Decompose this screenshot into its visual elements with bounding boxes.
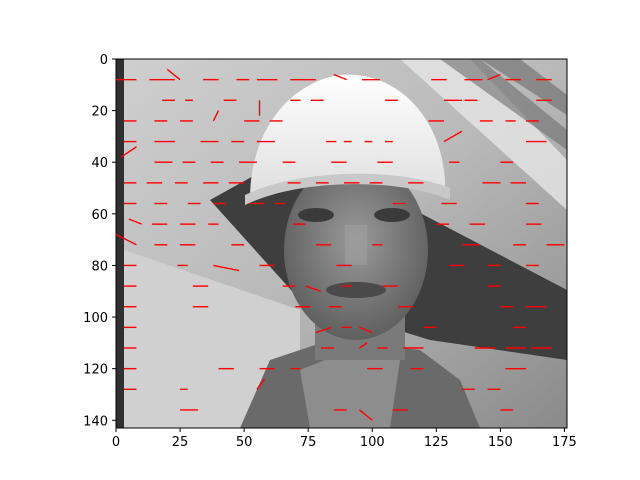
x-tick-label: 100 — [360, 435, 385, 450]
orientation-segment — [128, 218, 142, 225]
orientation-segment — [305, 285, 322, 292]
x-tick-label: 25 — [172, 435, 189, 450]
orientation-segment — [333, 73, 347, 81]
y-tick-label: 140 — [83, 414, 108, 429]
orientation-segment — [443, 130, 463, 143]
orientation-segment — [315, 326, 332, 334]
orientation-segment — [116, 233, 137, 246]
orientation-segments — [116, 68, 565, 421]
orientation-segment — [359, 342, 368, 349]
grayscale-photo — [116, 59, 567, 428]
x-tick-label: 175 — [552, 435, 577, 450]
x-axis: 0 25 50 75 100 125 150 175 — [112, 428, 577, 450]
orientation-segment — [212, 110, 220, 122]
x-tick-label: 75 — [300, 435, 317, 450]
orientation-segment — [358, 409, 373, 421]
x-tick-label: 0 — [112, 435, 120, 450]
x-tick-label: 50 — [236, 435, 253, 450]
y-tick-label: 80 — [91, 259, 108, 274]
axes-frame — [115, 58, 568, 429]
orientation-segment — [256, 378, 266, 390]
y-axis: 0 20 40 60 80 100 120 140 — [83, 53, 116, 429]
y-tick-label: 0 — [100, 53, 108, 68]
y-tick-label: 100 — [83, 311, 108, 326]
orientation-segment — [166, 68, 181, 81]
orientation-segment — [213, 264, 240, 272]
orientation-segment — [359, 326, 373, 334]
y-tick-label: 60 — [91, 208, 108, 223]
y-tick-label: 120 — [83, 363, 108, 378]
y-tick-label: 40 — [91, 156, 108, 171]
orientation-segment — [487, 73, 501, 81]
x-tick-label: 125 — [424, 435, 449, 450]
x-tick-label: 150 — [488, 435, 513, 450]
y-tick-label: 20 — [91, 105, 108, 120]
orientation-segment — [120, 146, 137, 158]
